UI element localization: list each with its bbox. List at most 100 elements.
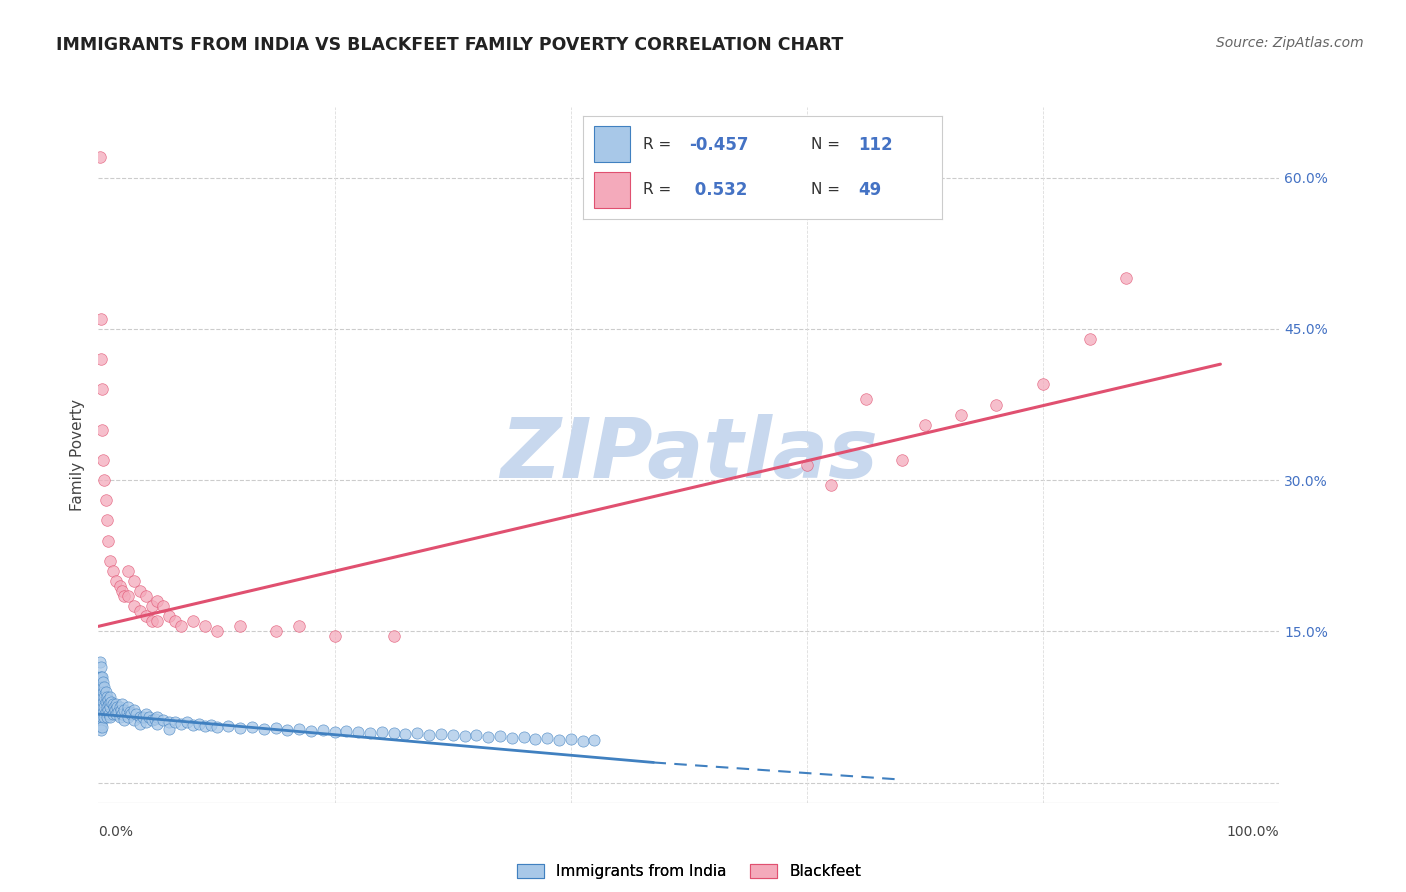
- Point: [111, 697, 134, 711]
- Point: [94, 695, 117, 709]
- Point: [91, 690, 114, 704]
- Point: [264, 624, 287, 639]
- Point: [170, 717, 193, 731]
- Point: [128, 584, 150, 599]
- Point: [1080, 332, 1102, 346]
- Point: [120, 705, 142, 719]
- Point: [91, 674, 114, 689]
- Point: [101, 707, 124, 722]
- Point: [98, 554, 121, 568]
- Point: [91, 705, 114, 719]
- Point: [984, 397, 1007, 411]
- Text: N =: N =: [811, 182, 841, 197]
- Point: [323, 629, 346, 643]
- Point: [176, 715, 198, 730]
- Point: [98, 690, 121, 704]
- Point: [165, 715, 187, 730]
- Point: [96, 690, 118, 704]
- Point: [394, 727, 416, 741]
- Point: [253, 722, 276, 736]
- Point: [97, 693, 120, 707]
- Point: [890, 453, 912, 467]
- Point: [125, 707, 148, 722]
- Point: [112, 589, 135, 603]
- Point: [93, 680, 115, 694]
- Point: [122, 599, 145, 614]
- Text: Source: ZipAtlas.com: Source: ZipAtlas.com: [1216, 36, 1364, 50]
- Point: [477, 731, 499, 745]
- Point: [91, 695, 114, 709]
- Point: [382, 726, 405, 740]
- Point: [146, 615, 169, 629]
- Point: [141, 599, 163, 614]
- Point: [135, 609, 157, 624]
- Point: [89, 151, 111, 165]
- Point: [205, 720, 228, 734]
- Point: [89, 720, 111, 734]
- Point: [105, 700, 128, 714]
- Point: [111, 707, 134, 722]
- Point: [89, 655, 111, 669]
- Point: [111, 584, 134, 599]
- Point: [501, 731, 523, 746]
- Point: [299, 724, 322, 739]
- Point: [489, 729, 512, 743]
- Point: [146, 594, 169, 608]
- Point: [117, 564, 139, 578]
- Point: [122, 574, 145, 588]
- Point: [288, 619, 311, 633]
- Point: [1032, 377, 1054, 392]
- Point: [122, 703, 145, 717]
- Point: [105, 697, 128, 711]
- Point: [100, 695, 122, 709]
- Point: [91, 680, 114, 694]
- Point: [101, 697, 124, 711]
- Point: [200, 718, 222, 732]
- Point: [914, 417, 936, 432]
- Point: [91, 670, 114, 684]
- Point: [141, 615, 163, 629]
- Point: [94, 705, 117, 719]
- Point: [128, 710, 150, 724]
- Point: [855, 392, 877, 407]
- Point: [128, 604, 150, 618]
- Point: [91, 685, 114, 699]
- Text: 100.0%: 100.0%: [1227, 825, 1279, 839]
- Text: -0.457: -0.457: [689, 136, 749, 153]
- Point: [170, 619, 193, 633]
- Point: [103, 700, 125, 714]
- Point: [105, 574, 128, 588]
- Point: [524, 732, 547, 747]
- Point: [132, 710, 155, 724]
- Point: [104, 703, 127, 717]
- Point: [107, 705, 129, 719]
- Point: [110, 703, 132, 717]
- FancyBboxPatch shape: [595, 127, 630, 162]
- Point: [117, 710, 139, 724]
- Point: [93, 700, 115, 714]
- Point: [323, 725, 346, 739]
- Text: IMMIGRANTS FROM INDIA VS BLACKFEET FAMILY POVERTY CORRELATION CHART: IMMIGRANTS FROM INDIA VS BLACKFEET FAMIL…: [56, 36, 844, 54]
- Point: [105, 707, 128, 722]
- Point: [240, 720, 263, 734]
- Point: [98, 697, 121, 711]
- Point: [536, 731, 558, 746]
- Point: [90, 311, 112, 326]
- Point: [796, 458, 818, 472]
- FancyBboxPatch shape: [595, 172, 630, 208]
- Point: [94, 685, 117, 699]
- Point: [89, 670, 111, 684]
- Point: [90, 659, 112, 673]
- Point: [229, 619, 252, 633]
- Point: [89, 715, 111, 730]
- Point: [194, 719, 217, 733]
- Point: [93, 690, 115, 704]
- Point: [89, 690, 111, 704]
- Point: [157, 715, 180, 730]
- Point: [96, 513, 118, 527]
- Point: [122, 713, 145, 727]
- Point: [146, 717, 169, 731]
- Y-axis label: Family Poverty: Family Poverty: [70, 399, 86, 511]
- Point: [1115, 271, 1137, 285]
- Point: [90, 723, 112, 738]
